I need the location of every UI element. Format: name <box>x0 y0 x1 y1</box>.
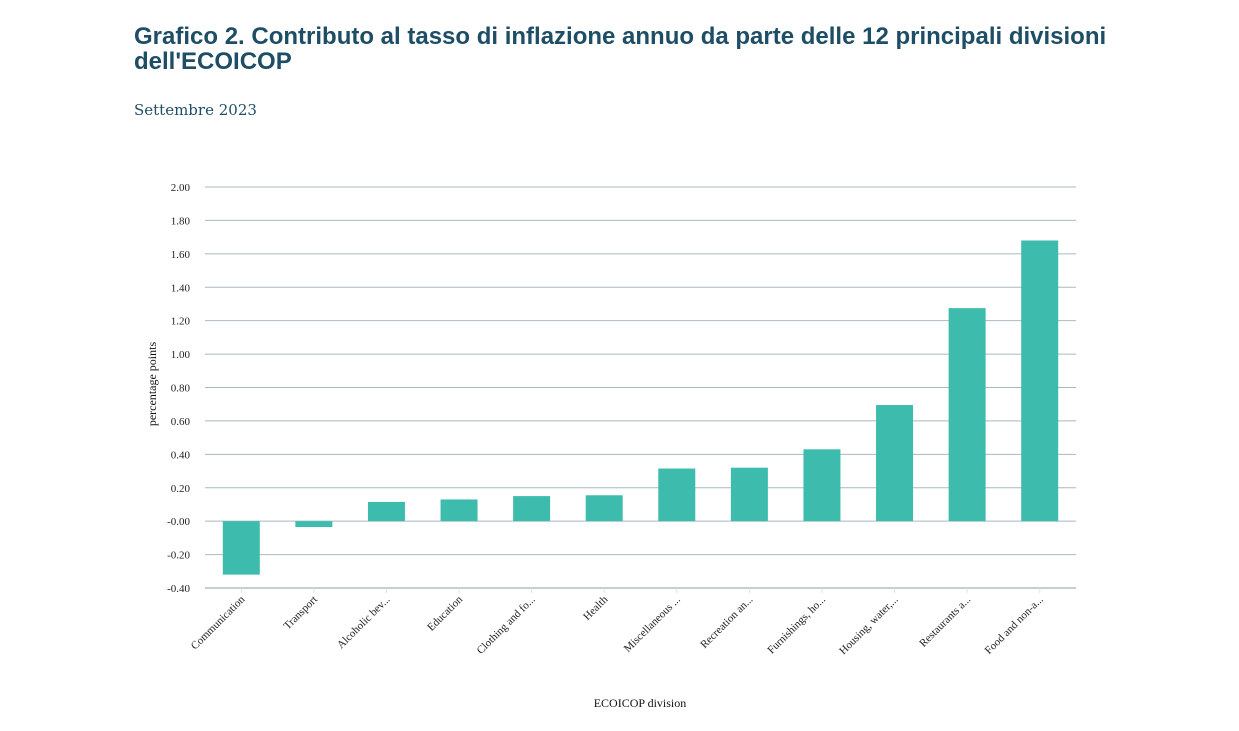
x-tick-label: Recreation an... <box>698 593 755 650</box>
bars <box>222 240 1059 575</box>
bar[interactable] <box>948 308 986 522</box>
y-tick-label: -0.40 <box>167 583 190 595</box>
x-axis-label: ECOICOP division <box>594 696 687 710</box>
x-tick-label: Education <box>425 593 465 633</box>
gridlines <box>205 186 1076 589</box>
bar[interactable] <box>585 495 623 522</box>
bar[interactable] <box>513 496 551 522</box>
bar[interactable] <box>803 449 841 522</box>
y-tick-label: 1.40 <box>171 282 191 294</box>
x-tick-label: Furnishings, ho... <box>765 593 828 656</box>
bar[interactable] <box>295 521 333 528</box>
y-tick-label: 0.20 <box>171 483 191 495</box>
y-tick-label: 0.60 <box>171 416 191 428</box>
bar[interactable] <box>876 405 914 522</box>
x-tick-label: Miscellaneous ... <box>622 593 683 654</box>
bar[interactable] <box>367 501 405 522</box>
y-tick-label: -0.00 <box>167 516 190 528</box>
bar[interactable] <box>222 521 260 575</box>
y-tick-label: 1.00 <box>171 349 191 361</box>
x-tick-label: Clothing and fo... <box>475 593 538 656</box>
bar[interactable] <box>658 468 696 522</box>
bar[interactable] <box>440 499 478 522</box>
x-tick-label: Alcoholic bev... <box>335 593 393 651</box>
x-tick-label: Housing, water,... <box>837 593 901 657</box>
x-tick-label: Communication <box>189 593 248 652</box>
chart-title: Grafico 2. Contributo al tasso di inflaz… <box>134 23 1107 75</box>
y-tick-label: 0.40 <box>171 449 191 461</box>
y-axis-label: percentage points <box>145 342 159 427</box>
chart-subtitle: Settembre 2023 <box>134 101 257 119</box>
bar[interactable] <box>1021 240 1059 522</box>
x-tick-label: Transport <box>282 594 320 632</box>
x-tick-label: Food and non-a... <box>983 593 1046 656</box>
y-tick-label: 2.00 <box>171 182 191 194</box>
y-tick-labels: -0.40 -0.20 -0.00 0.20 0.40 0.60 0.80 1.00 1.20 1… <box>167 182 190 595</box>
y-tick-label: 0.80 <box>171 383 191 395</box>
x-tick-label: Restaurants a... <box>917 593 973 649</box>
bar[interactable] <box>730 467 768 522</box>
y-tick-label: -0.20 <box>167 550 190 562</box>
y-tick-label: 1.80 <box>171 215 191 227</box>
x-tick-label: Health <box>581 593 611 623</box>
y-tick-label: 1.20 <box>171 316 191 328</box>
x-tick-labels: Communication Transport Alcoholic bev... Ed… <box>189 588 1046 657</box>
y-tick-label: 1.60 <box>171 249 191 261</box>
